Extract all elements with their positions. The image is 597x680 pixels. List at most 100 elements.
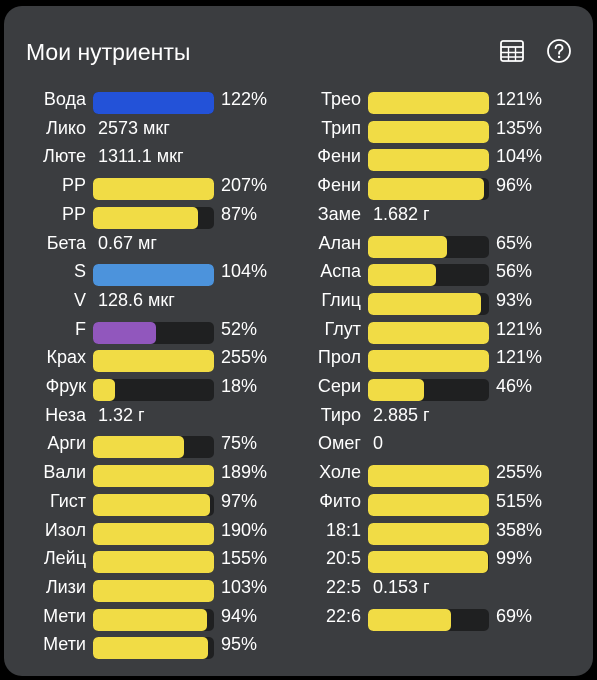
progress-bar bbox=[93, 637, 214, 660]
nutrient-label: 18:1 bbox=[325, 519, 361, 540]
amount-value: 0.153 г bbox=[373, 576, 430, 597]
right-row[interactable]: Заме 1.682 г bbox=[4, 200, 589, 229]
progress-bar bbox=[368, 92, 489, 114]
left-row[interactable]: PP 207% bbox=[4, 171, 294, 201]
right-row[interactable]: Алан 65% bbox=[4, 229, 589, 258]
percent-value: 135% bbox=[496, 117, 543, 138]
amount-value: 128.6 мкг bbox=[98, 289, 175, 310]
left-row[interactable]: Лико 2573 мкг bbox=[4, 114, 294, 143]
left-row[interactable]: PP 87% bbox=[4, 200, 294, 229]
nutrient-label: Гист bbox=[49, 490, 86, 511]
right-row[interactable]: 18:1 358% bbox=[4, 516, 589, 545]
right-row[interactable]: Омег 0 bbox=[4, 429, 589, 458]
left-row[interactable]: Лизи 103% bbox=[4, 573, 294, 602]
progress-bar bbox=[93, 206, 214, 229]
left-row[interactable]: V 128.6 мкг bbox=[4, 286, 294, 315]
nutrient-label: Лейц bbox=[43, 548, 86, 569]
right-row[interactable]: Трео 121% bbox=[4, 85, 589, 114]
left-row[interactable]: F 52% bbox=[4, 315, 294, 344]
left-row[interactable]: Изол 190% bbox=[4, 516, 294, 545]
percent-value: 69% bbox=[496, 605, 533, 626]
right-row[interactable]: Прол 121% bbox=[4, 343, 589, 373]
left-row[interactable]: Вали 189% bbox=[4, 458, 294, 488]
left-row[interactable]: Бета 0.67 мг bbox=[4, 229, 294, 258]
progress-bar bbox=[93, 264, 214, 287]
progress-bar-fill bbox=[93, 264, 214, 287]
left-row[interactable]: Арги 75% bbox=[4, 429, 294, 459]
right-row[interactable]: Тиро 2.885 г bbox=[4, 401, 589, 430]
progress-bar bbox=[93, 178, 214, 201]
nutrient-label: Лизи bbox=[45, 576, 86, 597]
nutrient-label: Фрук bbox=[45, 376, 86, 396]
progress-bar-fill bbox=[93, 608, 207, 631]
right-row[interactable]: Сери 46% bbox=[4, 372, 589, 401]
right-row[interactable]: Холе 255% bbox=[4, 458, 589, 488]
left-row[interactable]: Мети 95% bbox=[4, 630, 294, 660]
left-row[interactable]: Крах 255% bbox=[4, 343, 294, 373]
progress-bar-fill bbox=[368, 465, 489, 488]
progress-bar-fill bbox=[93, 637, 208, 660]
right-row[interactable]: Фени 96% bbox=[4, 171, 589, 201]
right-row[interactable]: 22:5 0.153 г bbox=[4, 573, 589, 602]
nutrient-label: Алан bbox=[318, 232, 361, 253]
progress-bar-fill bbox=[368, 551, 488, 574]
table-view-button[interactable] bbox=[497, 36, 527, 66]
nutrient-label: 20:5 bbox=[325, 548, 361, 569]
right-row[interactable]: 22:6 69% bbox=[4, 602, 589, 631]
amount-value: 1311.1 мкг bbox=[98, 146, 184, 167]
nutrient-label: Холе bbox=[319, 462, 361, 483]
left-row[interactable]: Мети 94% bbox=[4, 602, 294, 631]
card-title: Мои нутриенты bbox=[26, 39, 191, 65]
help-circle-icon bbox=[547, 39, 571, 63]
nutrient-label: Аспа bbox=[320, 261, 361, 282]
right-row[interactable]: Фито 515% bbox=[4, 487, 589, 516]
progress-bar bbox=[93, 379, 214, 401]
percent-value: 99% bbox=[496, 548, 533, 569]
progress-bar bbox=[93, 436, 214, 459]
right-row[interactable]: Фени 104% bbox=[4, 142, 589, 172]
help-button[interactable] bbox=[544, 36, 574, 66]
right-row[interactable]: Глут 121% bbox=[4, 315, 589, 344]
nutrient-label: Трео bbox=[320, 89, 361, 109]
percent-value: 97% bbox=[221, 490, 258, 511]
progress-bar-fill bbox=[93, 551, 214, 574]
percent-value: 52% bbox=[221, 318, 258, 339]
left-row[interactable]: S 104% bbox=[4, 257, 294, 287]
right-row[interactable]: Трип 135% bbox=[4, 114, 589, 143]
progress-bar bbox=[93, 579, 214, 602]
nutrient-label: Изол bbox=[44, 519, 86, 540]
left-row[interactable]: Гист 97% bbox=[4, 487, 294, 516]
progress-bar-fill bbox=[368, 379, 424, 401]
right-row[interactable]: 20:5 99% bbox=[4, 544, 589, 574]
percent-value: 255% bbox=[496, 462, 543, 483]
progress-bar-fill bbox=[368, 120, 489, 143]
left-row[interactable]: Вода 122% bbox=[4, 85, 294, 114]
percent-value: 104% bbox=[496, 146, 543, 167]
right-row[interactable]: Аспа 56% bbox=[4, 257, 589, 287]
table-icon bbox=[500, 40, 524, 62]
percent-value: 358% bbox=[496, 519, 543, 540]
percent-value: 255% bbox=[221, 347, 268, 368]
progress-bar-fill bbox=[93, 92, 214, 114]
percent-value: 18% bbox=[221, 376, 258, 396]
nutrient-label: Бета bbox=[46, 232, 86, 253]
progress-bar bbox=[368, 493, 489, 516]
progress-bar-fill bbox=[368, 149, 489, 172]
left-row[interactable]: Люте 1311.1 мкг bbox=[4, 142, 294, 171]
left-row[interactable]: Неза 1.32 г bbox=[4, 401, 294, 430]
right-row[interactable]: Глиц 93% bbox=[4, 286, 589, 315]
left-row[interactable]: Фрук 18% bbox=[4, 372, 294, 401]
percent-value: 207% bbox=[221, 175, 268, 196]
progress-bar bbox=[368, 149, 489, 172]
progress-bar bbox=[368, 465, 489, 488]
progress-bar bbox=[368, 321, 489, 344]
progress-bar bbox=[368, 551, 489, 574]
progress-bar-fill bbox=[93, 379, 115, 401]
progress-bar bbox=[368, 379, 489, 401]
progress-bar bbox=[93, 350, 214, 373]
nutrient-label: Трип bbox=[321, 117, 361, 138]
left-row[interactable]: Лейц 155% bbox=[4, 544, 294, 574]
progress-bar-fill bbox=[93, 522, 214, 545]
percent-value: 515% bbox=[496, 490, 543, 511]
nutrient-label: Арги bbox=[47, 433, 86, 454]
